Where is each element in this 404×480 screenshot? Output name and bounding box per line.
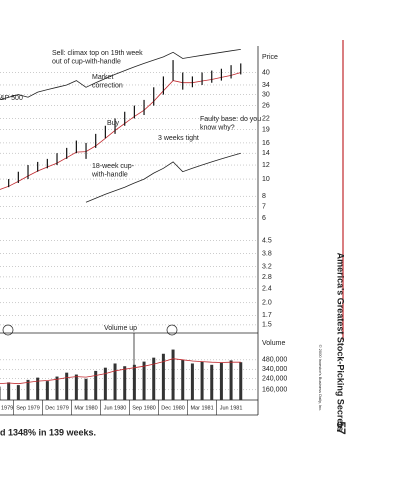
volume-bar [94, 370, 98, 400]
y-tick-label: 26 [262, 102, 270, 109]
x-tick-label: Sep 1979 [16, 405, 40, 411]
volume-bar [132, 364, 136, 400]
volume-bar [142, 361, 146, 400]
volume-bar [113, 363, 117, 400]
volume-average [0, 358, 241, 385]
annotation: know why? [200, 124, 235, 131]
x-tick-label: Jun 1981 [220, 405, 243, 411]
line-series [85, 152, 241, 203]
y-tick-label: 40 [262, 69, 270, 76]
y-tick-label: 10 [262, 176, 270, 183]
volume-label: Volume [262, 340, 285, 347]
volume-bar [55, 376, 59, 400]
y-tick-label: 1.5 [262, 322, 272, 329]
copyright: © 2000 Investor's Business Daily, Inc. [318, 345, 323, 412]
volume-bar [181, 359, 185, 400]
marker-circle [2, 324, 14, 336]
volume-bar [239, 362, 243, 400]
annotation: Faulty base: do you [200, 116, 261, 123]
volume-tick-label: 160,000 [262, 387, 287, 394]
annotation: with-handle [91, 171, 128, 178]
line-series [0, 49, 241, 101]
volume-bar [171, 349, 175, 400]
volume-tick-label: 340,000 [262, 366, 287, 373]
volume-bar [200, 361, 204, 400]
y-tick-label: 8 [262, 193, 266, 200]
y-tick-label: 22 [262, 115, 270, 122]
x-tick-label: Mar 1980 [74, 405, 97, 411]
x-tick-label: Mar 1981 [190, 405, 213, 411]
legend-label: &P 500 [0, 95, 23, 102]
y-tick-label: 14 [262, 150, 270, 157]
volume-bar [74, 374, 78, 400]
x-tick-label: Jun 1980 [104, 405, 127, 411]
volume-bar [0, 386, 1, 400]
volume-bar [161, 353, 165, 400]
price-label: Price [262, 54, 278, 61]
volume-bar [16, 385, 20, 400]
volume-bar [229, 360, 233, 400]
annotation: out of cup-with-handle [52, 58, 121, 65]
y-tick-label: 7 [262, 203, 266, 210]
volume-bar [65, 372, 69, 400]
y-tick-label: 3.8 [262, 250, 272, 257]
volume-bar [7, 382, 11, 400]
x-tick-label: Dec 1980 [161, 405, 185, 411]
y-tick-label: 1.7 [262, 312, 272, 319]
volume-bar [152, 357, 156, 400]
y-tick-label: 30 [262, 91, 270, 98]
y-tick-label: 6 [262, 215, 266, 222]
annotation: Sell: climax top on 19th week [52, 50, 143, 57]
y-tick-label: 4.5 [262, 237, 272, 244]
x-tick-label: Sep 1980 [132, 405, 156, 411]
running-title: America's Greatest Stock-Picking Secrets [336, 253, 346, 432]
y-tick-label: 34 [262, 82, 270, 89]
annotation: Volume up [104, 325, 137, 332]
annotation: 3 weeks tight [158, 135, 199, 142]
annotation: correction [92, 82, 123, 89]
y-tick-label: 3.2 [262, 263, 272, 270]
caption: d 1348% in 139 weeks. [0, 427, 96, 437]
volume-bar [84, 378, 88, 400]
y-tick-label: 2.8 [262, 274, 272, 281]
y-tick-label: 16 [262, 140, 270, 147]
volume-bar [45, 381, 49, 400]
y-tick-label: 19 [262, 127, 270, 134]
volume-tick-label: 480,000 [262, 357, 287, 364]
volume-bar [219, 362, 223, 400]
marker-circle [166, 324, 178, 336]
page-number: 57 [334, 421, 348, 435]
annotation: 18-week cup- [92, 163, 135, 170]
y-tick-label: 12 [262, 162, 270, 169]
volume-bar [210, 364, 214, 400]
volume-bar [123, 366, 127, 400]
y-tick-label: 2.4 [262, 286, 272, 293]
volume-bar [103, 367, 107, 400]
volume-tick-label: 240,000 [262, 376, 287, 383]
x-tick-label: Dec 1979 [45, 405, 69, 411]
annotation: Buy [107, 120, 120, 127]
volume-bar [190, 363, 194, 400]
annotation: Market [92, 74, 113, 81]
volume-bar [26, 379, 30, 400]
line-series [0, 72, 241, 190]
volume-bar [36, 377, 40, 400]
x-tick-label: 1979 [1, 405, 13, 411]
y-tick-label: 2.0 [262, 300, 272, 307]
